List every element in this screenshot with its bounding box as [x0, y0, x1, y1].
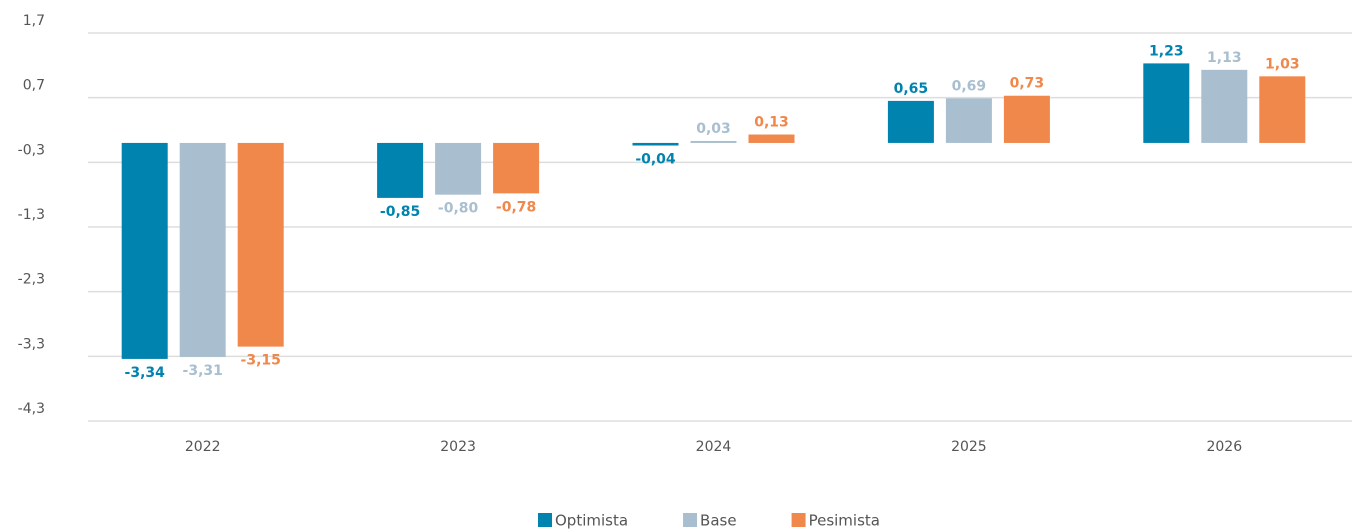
- bar: [1259, 76, 1306, 143]
- y-tick-label: -3,3: [18, 336, 45, 352]
- x-tick-label: 2022: [185, 439, 221, 455]
- value-label: 0,13: [754, 115, 789, 131]
- value-label: -3,34: [125, 365, 166, 381]
- legend-swatch: [791, 513, 806, 527]
- value-label: -0,04: [635, 152, 676, 168]
- value-label: -3,15: [241, 353, 281, 369]
- legend-label: Optimista: [555, 512, 628, 530]
- bar: [748, 134, 795, 143]
- y-tick-label: -2,3: [18, 272, 45, 288]
- y-tick-label: -4,3: [18, 401, 45, 417]
- value-label: 1,03: [1265, 56, 1300, 72]
- value-label: 1,13: [1207, 50, 1242, 66]
- y-tick-label: 0,7: [23, 78, 45, 94]
- y-tick-label: -0,3: [18, 142, 45, 158]
- value-label: 0,69: [952, 78, 987, 94]
- value-label: -0,80: [438, 201, 479, 217]
- value-label: 0,65: [894, 81, 929, 97]
- bar: [1143, 63, 1190, 143]
- legend-swatch: [538, 513, 552, 527]
- bar: [179, 142, 226, 357]
- value-label: -0,78: [496, 199, 536, 215]
- bar: [121, 142, 168, 359]
- legend-label: Base: [700, 512, 737, 530]
- y-tick-label: 1,7: [23, 13, 45, 29]
- value-label: 0,73: [1010, 76, 1045, 92]
- value-label: 0,03: [696, 121, 731, 137]
- x-tick-label: 2023: [440, 439, 476, 455]
- x-tick-label: 2024: [696, 439, 732, 455]
- bar: [377, 142, 424, 198]
- bar: [632, 142, 679, 146]
- bar: [887, 100, 934, 143]
- bar: [435, 142, 482, 195]
- value-label: -0,85: [380, 204, 420, 220]
- bar: [945, 98, 992, 143]
- bar: [1003, 95, 1050, 143]
- y-tick-label: -1,3: [18, 207, 45, 223]
- bar: [690, 140, 737, 143]
- bar: [493, 142, 540, 194]
- legend-label: Pesimista: [809, 512, 880, 530]
- x-tick-label: 2025: [951, 439, 987, 455]
- value-label: 1,23: [1149, 43, 1184, 59]
- value-label: -3,31: [183, 363, 223, 379]
- legend-swatch: [683, 513, 698, 527]
- bar: [1201, 69, 1248, 143]
- bar: [237, 142, 284, 347]
- x-tick-label: 2026: [1206, 439, 1242, 455]
